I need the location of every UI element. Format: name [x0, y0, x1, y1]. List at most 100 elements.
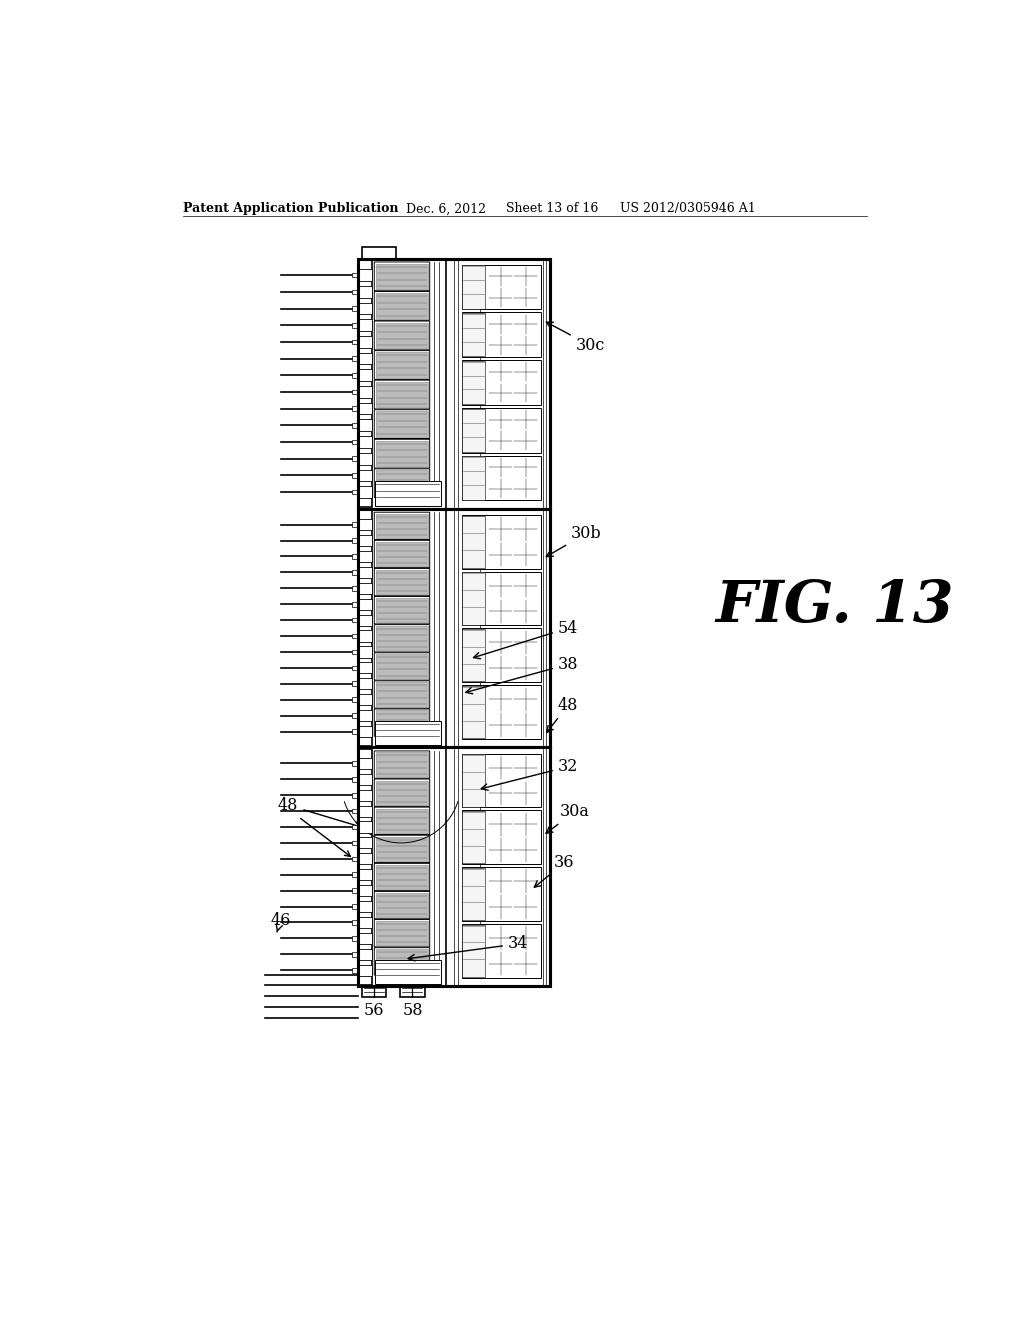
Bar [376, 293, 428, 318]
Bar [357, 758, 372, 770]
Text: 30a: 30a [546, 803, 590, 833]
Bar [376, 837, 428, 861]
Bar [351, 457, 357, 461]
Bar [351, 586, 357, 590]
Bar [351, 697, 357, 702]
Bar [357, 747, 550, 986]
Bar [463, 925, 484, 977]
Bar [357, 837, 372, 849]
Bar [357, 949, 372, 960]
Bar [376, 322, 428, 348]
Bar [351, 904, 357, 909]
Bar [357, 965, 372, 975]
Bar [376, 412, 428, 437]
FancyBboxPatch shape [374, 469, 430, 498]
Bar [357, 269, 372, 281]
Bar [357, 259, 550, 986]
Bar [351, 793, 357, 797]
Bar [351, 323, 357, 327]
Bar [463, 360, 484, 404]
Bar [463, 573, 484, 624]
Bar [351, 968, 357, 973]
Bar [357, 853, 372, 865]
Bar [514, 362, 538, 381]
Bar [514, 895, 538, 919]
Bar [357, 631, 372, 642]
Bar [487, 630, 539, 681]
Bar [487, 925, 539, 977]
FancyBboxPatch shape [374, 292, 430, 321]
Bar [376, 809, 428, 833]
Bar [462, 360, 541, 405]
Bar [487, 686, 539, 738]
Bar [357, 302, 372, 314]
Bar [376, 892, 428, 917]
Bar [488, 478, 513, 499]
Text: 48: 48 [279, 797, 361, 828]
Bar [375, 960, 441, 983]
Bar [357, 663, 372, 673]
Bar [351, 289, 357, 294]
FancyBboxPatch shape [374, 409, 430, 438]
Bar [463, 686, 484, 738]
Bar [376, 352, 428, 378]
Bar [488, 430, 513, 451]
Bar [361, 247, 396, 259]
Bar [487, 869, 539, 920]
Bar [351, 422, 357, 428]
Bar [351, 440, 357, 445]
Bar [351, 539, 357, 543]
Bar [488, 457, 513, 478]
Bar [376, 598, 428, 622]
Bar [357, 599, 372, 610]
FancyBboxPatch shape [374, 440, 430, 469]
Bar [462, 408, 541, 453]
Text: 36: 36 [535, 854, 574, 887]
Bar [514, 599, 538, 624]
FancyBboxPatch shape [374, 321, 430, 350]
Bar [514, 457, 538, 478]
Bar [351, 649, 357, 655]
Bar [351, 952, 357, 957]
Bar [357, 933, 372, 944]
Text: 48: 48 [547, 697, 579, 733]
Bar [462, 264, 541, 309]
Bar [488, 335, 513, 355]
Bar [357, 917, 372, 928]
Bar [376, 381, 428, 408]
Bar [376, 752, 428, 776]
Bar [357, 403, 372, 414]
Bar [357, 678, 372, 689]
Bar [488, 409, 513, 430]
Bar [514, 430, 538, 451]
FancyBboxPatch shape [374, 597, 430, 624]
Bar [376, 710, 428, 735]
Text: Sheet 13 of 16: Sheet 13 of 16 [506, 202, 598, 215]
Bar [487, 812, 539, 863]
Text: 30c: 30c [547, 322, 605, 354]
Bar [351, 634, 357, 639]
Bar [357, 508, 550, 747]
Bar [357, 420, 372, 432]
FancyBboxPatch shape [374, 569, 430, 595]
Bar [514, 838, 538, 862]
Text: FIG. 13: FIG. 13 [716, 578, 954, 635]
Bar [487, 409, 539, 451]
Bar [514, 267, 538, 286]
Bar [351, 306, 357, 312]
Bar [488, 314, 513, 334]
Bar [462, 685, 541, 739]
Bar [488, 781, 513, 805]
Bar [488, 925, 513, 950]
Bar [351, 618, 357, 623]
Bar [351, 777, 357, 781]
FancyBboxPatch shape [374, 891, 430, 919]
Bar [376, 655, 428, 678]
Bar [376, 626, 428, 651]
Bar [357, 774, 372, 785]
Bar [351, 825, 357, 829]
Bar [351, 888, 357, 892]
Bar [488, 656, 513, 681]
Bar [351, 762, 357, 766]
Bar [462, 455, 541, 500]
